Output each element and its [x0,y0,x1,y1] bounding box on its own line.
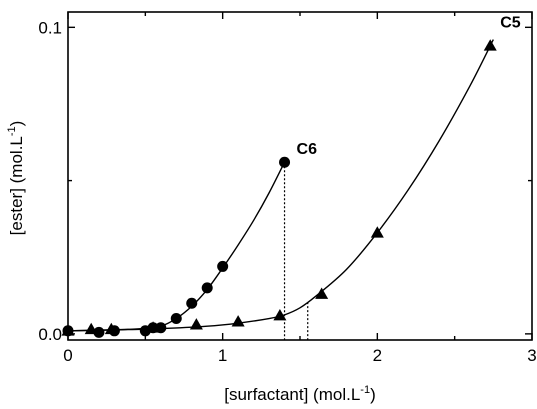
point-c6 [186,298,197,309]
series-label-c6: C6 [297,141,318,158]
point-c5 [190,318,203,329]
y-axis-title: [ester] (mol.L-1) [6,121,26,236]
x-axis-title: [surfactant] (mol.L-1) [224,384,376,404]
data-markers [62,39,497,338]
tick-labels: 0 1 2 3 0.0 0.1 [38,18,536,365]
y-tick-label: 0.0 [38,325,62,344]
axis-ticks [68,12,532,340]
fitted-curves [68,40,493,331]
point-c5 [484,39,497,50]
curve-c6 [68,162,285,331]
plot-frame [68,12,532,340]
point-c6 [202,282,213,293]
curve-c5 [68,40,493,331]
point-c5 [232,315,245,326]
series-label-c5: C5 [500,15,521,32]
x-tick-label: 3 [527,346,536,365]
point-c6 [279,157,290,168]
x-tick-label: 0 [63,346,72,365]
point-c6 [171,313,182,324]
y-tick-label: 0.1 [38,18,62,37]
series-labels: C6 C5 [297,15,521,158]
x-tick-label: 2 [373,346,382,365]
point-c6 [217,261,228,272]
point-c5 [315,288,328,299]
x-tick-label: 1 [218,346,227,365]
